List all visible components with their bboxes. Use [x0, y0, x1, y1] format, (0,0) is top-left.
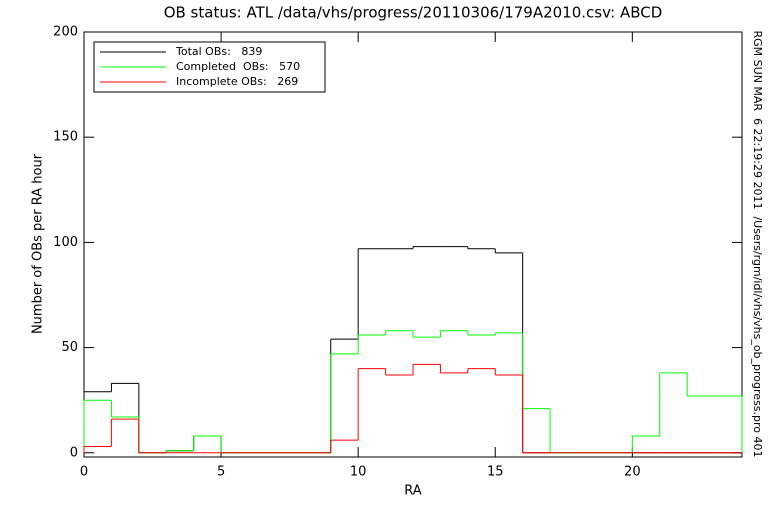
x-tick-label: 0: [80, 465, 88, 480]
legend-label: Incomplete OBs: 269: [176, 75, 298, 88]
y-tick-label: 200: [53, 25, 78, 40]
y-tick-label: 100: [53, 235, 78, 250]
y-tick-label: 0: [70, 445, 78, 460]
x-tick-label: 10: [350, 465, 367, 480]
x-tick-label: 5: [217, 465, 225, 480]
plot-frame: [83, 31, 743, 458]
x-tick-label: 20: [624, 465, 641, 480]
y-axis-label: Number of OBs per RA hour: [31, 153, 46, 334]
y-tick-label: 50: [61, 340, 78, 355]
x-tick-label: 15: [487, 465, 504, 480]
side-note: RGM SUN MAR 6 22:19:29 2011 /Users/rgm/i…: [751, 30, 764, 457]
y-tick-label: 150: [53, 130, 78, 145]
chart-title: OB status: ATL /data/vhs/progress/201103…: [164, 4, 663, 22]
x-axis-label: RA: [404, 484, 422, 499]
legend-label: Completed OBs: 570: [176, 60, 300, 73]
legend-label: Total OBs: 839: [175, 45, 262, 58]
